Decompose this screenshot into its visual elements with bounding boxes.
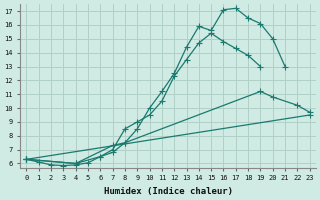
X-axis label: Humidex (Indice chaleur): Humidex (Indice chaleur) xyxy=(104,187,233,196)
